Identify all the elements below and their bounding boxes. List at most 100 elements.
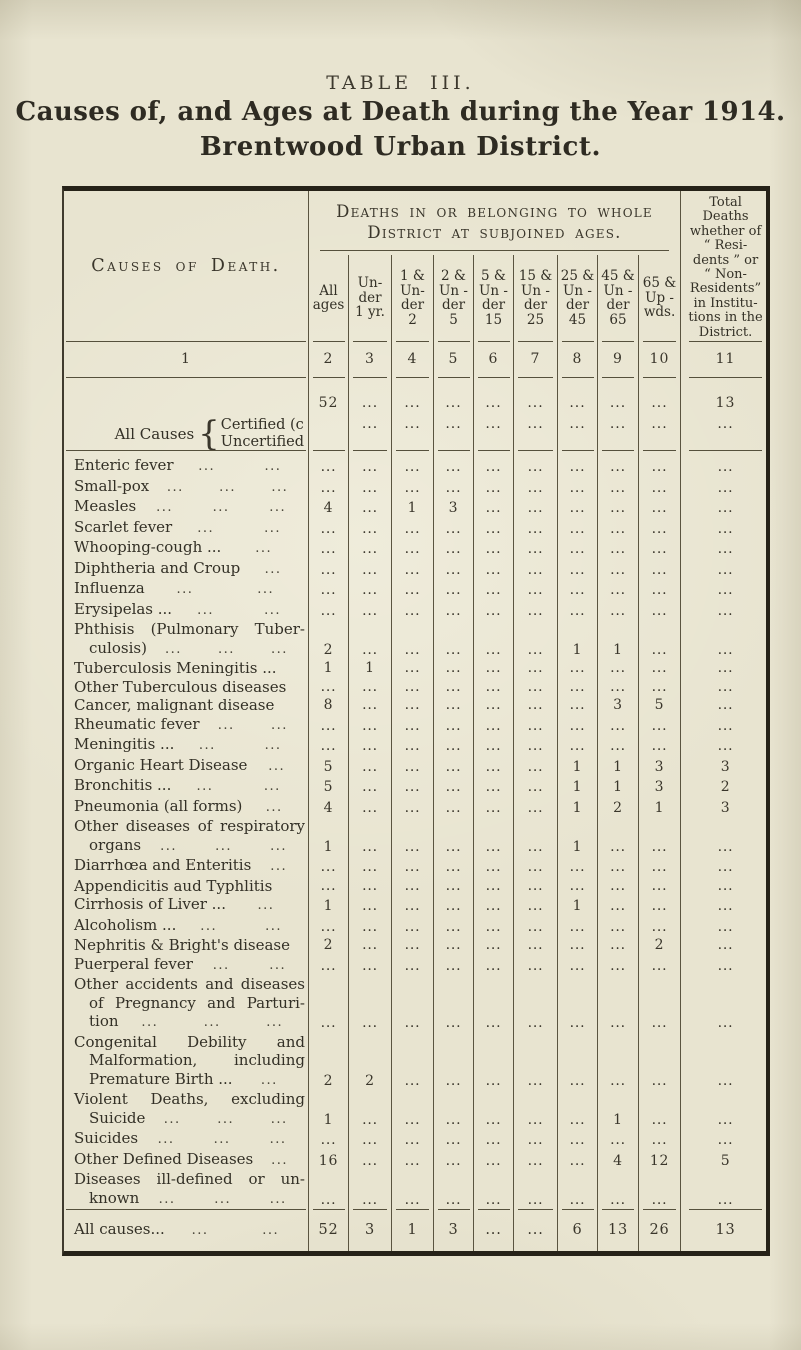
all-causes-value-cell: ...... — [513, 377, 557, 451]
value-cell: ... — [348, 1090, 391, 1129]
value-cell: ... — [348, 599, 391, 620]
value-cell: ... — [680, 936, 770, 955]
dot-leader: ... — [197, 520, 215, 536]
value-cell: ... — [473, 817, 513, 856]
value-cell: ... — [557, 954, 597, 975]
value-cell: ... — [557, 538, 597, 559]
age-header-line: der — [441, 297, 466, 313]
value-cell: ... — [638, 876, 680, 895]
dot-leader: ... — [263, 779, 281, 794]
table-row: Other Tuberculous diseases..............… — [64, 677, 770, 696]
value-cell: ... — [680, 895, 770, 916]
value-cell: ... — [638, 476, 680, 497]
row-label-text: culosis) — [89, 638, 147, 657]
value-cell: ... — [597, 876, 638, 895]
value-cell: ... — [473, 696, 513, 715]
dot-leader: ... — [191, 1222, 209, 1238]
column-number: 10 — [638, 341, 680, 377]
value-cell: ... — [557, 714, 597, 735]
value-cell: ... — [513, 1209, 557, 1251]
value-cell: 13 — [680, 1209, 770, 1251]
dot-leader: ... — [269, 1191, 287, 1207]
value-cell: ... — [433, 975, 473, 1033]
row-label: Other Defined Diseases... — [64, 1150, 308, 1171]
table-row: Suicides................................… — [64, 1129, 770, 1150]
all-causes-value-cell: ...... — [473, 377, 513, 451]
row-label: Erysipelas ......... — [64, 600, 308, 621]
value-cell: ... — [473, 677, 513, 696]
value-cell: ... — [473, 735, 513, 756]
causes-of-death-header-text: Causes of Death. — [91, 256, 281, 276]
row-label-text: Other Defined Diseases — [74, 1149, 254, 1168]
row-label-text: Appendicitis aud Typhlitis — [74, 876, 273, 895]
value-cell: ... — [308, 538, 348, 559]
dot-leader: ... — [212, 957, 230, 973]
value-cell: ... — [597, 579, 638, 600]
row-label: Phthisis (Pulmonary Tuber-culosis)......… — [64, 620, 308, 659]
uncertified-value: ... — [485, 416, 502, 432]
dot-leader: ... — [166, 479, 184, 495]
value-cell: ... — [513, 1090, 557, 1129]
row-label: Puerperal fever...... — [64, 955, 308, 976]
value-cell: 1 — [308, 817, 348, 856]
value-cell: ... — [597, 659, 638, 678]
value-cell: ... — [638, 856, 680, 877]
row-label-line: All causes......... — [74, 1220, 306, 1241]
value-cell: ... — [597, 895, 638, 916]
row-label: Scarlet fever...... — [64, 518, 308, 539]
table-row: Diphtheria and Croup....................… — [64, 558, 770, 579]
value-cell: ... — [391, 1170, 433, 1209]
value-cell: ... — [391, 954, 433, 975]
value-cell: ... — [433, 915, 473, 936]
uncertified-value — [309, 414, 348, 435]
column-numbers-row: 1 2 3 4 5 6 7 8 9 10 11 — [64, 341, 770, 377]
causes-of-death-table-frame: Causes of Death. Deaths in or belonging … — [62, 186, 770, 1256]
age-column-header: Un-der 1 yr. — [348, 255, 391, 341]
value-cell: 5 — [308, 776, 348, 797]
value-cell: ... — [680, 975, 770, 1033]
value-cell: 1 — [391, 497, 433, 518]
value-cell: 4 — [597, 1149, 638, 1170]
value-cell: ... — [513, 755, 557, 776]
value-cell: ... — [680, 659, 770, 678]
table-row: Other Defined Diseases... 16.............… — [64, 1149, 770, 1171]
value-cell: 3 — [638, 776, 680, 797]
value-cell: ... — [513, 817, 557, 856]
value-cell: 1 — [348, 659, 391, 678]
value-cell: ... — [597, 735, 638, 756]
row-label-line: Rheumatic fever...... — [74, 715, 306, 736]
dot-leader: ... — [217, 717, 235, 733]
value-cell: ... — [513, 714, 557, 735]
table-row: Enteric fever...........................… — [64, 451, 770, 477]
row-label-text: Puerperal fever — [74, 954, 193, 973]
value-cell: ... — [348, 755, 391, 776]
value-cell: ... — [638, 735, 680, 756]
value-cell: ... — [513, 856, 557, 877]
row-label-line: organs......... — [74, 836, 306, 857]
value-cell: ... — [513, 620, 557, 659]
dot-leader: ... — [141, 1015, 159, 1030]
value-cell: ... — [638, 677, 680, 696]
row-label-text: Measles — [74, 497, 137, 515]
value-cell: ... — [348, 677, 391, 696]
table-row: Organic Heart Disease... 5...............… — [64, 755, 770, 776]
value-cell: ... — [391, 599, 433, 620]
value-cell: ... — [557, 659, 597, 678]
certified-value: ... — [527, 395, 544, 411]
value-cell: ... — [513, 451, 557, 477]
value-cell: ... — [597, 856, 638, 877]
value-cell: ... — [391, 975, 433, 1033]
value-cell: ... — [513, 735, 557, 756]
dot-leader: ... — [213, 1132, 231, 1147]
row-label-text: Diphtheria and Croup — [74, 558, 241, 577]
page-subtitle: Brentwood Urban District. — [199, 132, 602, 162]
value-cell: ... — [391, 936, 433, 955]
total-header-line: Total — [709, 195, 742, 210]
value-cell: ... — [557, 579, 597, 600]
value-cell: ... — [473, 579, 513, 600]
age-header-line: der — [606, 297, 630, 313]
dot-leader: ... — [257, 582, 275, 597]
value-cell: ... — [680, 1129, 770, 1150]
value-cell: ... — [557, 1032, 597, 1090]
value-cell: ... — [638, 975, 680, 1033]
